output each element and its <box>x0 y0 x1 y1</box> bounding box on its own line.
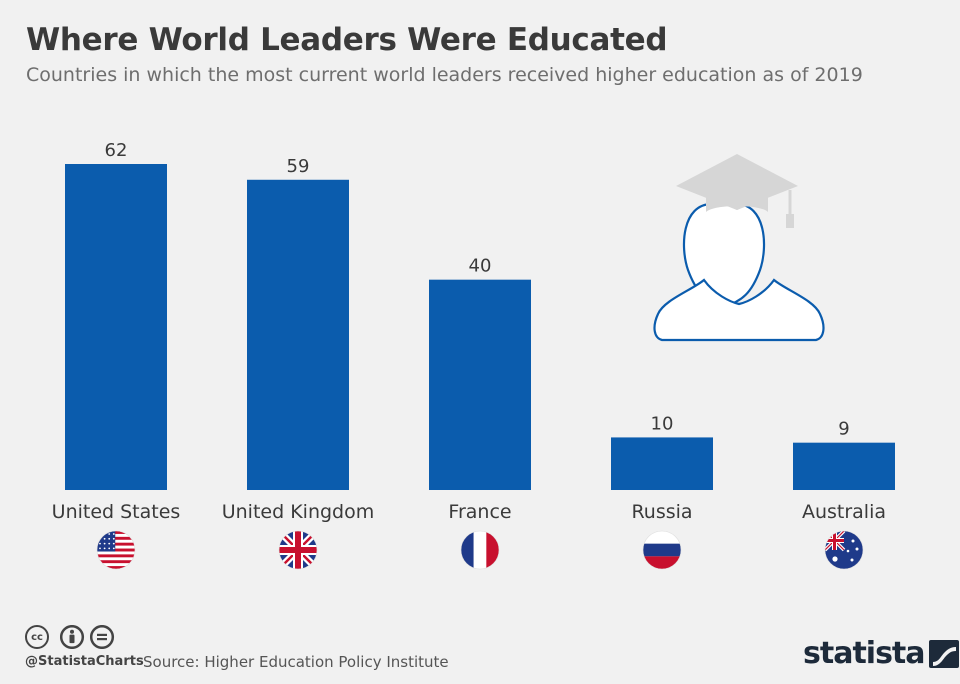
us-flag-icon <box>96 530 136 570</box>
category-label-australia: Australia <box>802 501 886 523</box>
category-label-united-kingdom: United Kingdom <box>222 501 375 523</box>
russia-flag-icon <box>642 530 682 570</box>
australia-flag-icon <box>824 530 864 570</box>
graduate-icon <box>653 154 825 342</box>
statista-logo-icon <box>928 639 959 668</box>
brand-name: statista <box>803 636 926 671</box>
chart-subtitle: Countries in which the most current worl… <box>26 64 863 86</box>
category-label-united-states: United States <box>52 501 181 523</box>
cc-icon: cc <box>25 625 49 649</box>
value-label-united-states: 62 <box>105 140 128 161</box>
category-label-russia: Russia <box>631 501 692 523</box>
uk-flag-icon <box>278 530 318 570</box>
source-note: Source: Higher Education Policy Institut… <box>143 653 449 671</box>
value-label-france: 40 <box>469 256 492 277</box>
statista-logo: statista <box>803 636 959 671</box>
twitter-handle: @StatistaCharts <box>25 654 144 669</box>
by-icon <box>60 625 85 649</box>
chart-title: Where World Leaders Were Educated <box>26 22 668 58</box>
france-flag-icon <box>460 530 500 570</box>
value-label-australia: 9 <box>838 419 849 440</box>
bar-united-kingdom <box>247 179 349 490</box>
value-label-united-kingdom: 59 <box>287 156 310 177</box>
bar-australia <box>793 442 895 490</box>
bar-united-states <box>65 164 167 490</box>
nd-icon <box>90 625 115 649</box>
license-icons: cc <box>25 625 116 649</box>
category-label-france: France <box>448 501 511 523</box>
value-label-russia: 10 <box>651 413 674 434</box>
bar-chart: 62 United States 59 United Kingdom 40 France 1… <box>52 140 895 570</box>
bar-russia <box>611 437 713 490</box>
bar-france <box>429 279 531 490</box>
